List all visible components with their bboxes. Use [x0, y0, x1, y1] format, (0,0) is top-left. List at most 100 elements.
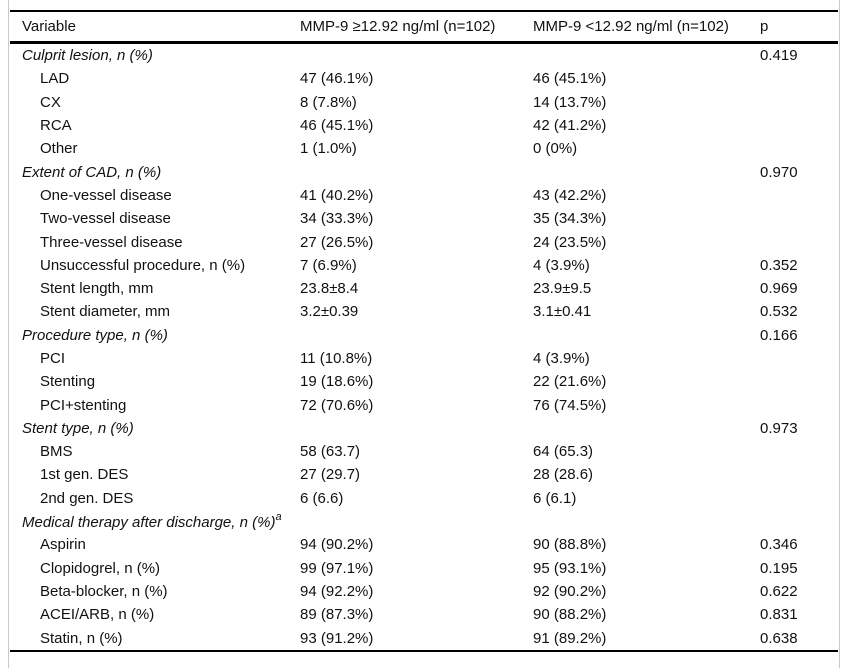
p-value-cell: 0.532	[760, 304, 798, 320]
variable-cell: Statin, n (%)	[9, 631, 300, 646]
table-row: One-vessel disease 41 (40.2%) 43 (42.2%)	[9, 184, 839, 207]
table-row: Clopidogrel, n (%) 99 (97.1%) 95 (93.1%) 0.…	[9, 557, 839, 580]
table-row: RCA 46 (45.1%) 42 (41.2%)	[9, 114, 839, 137]
p-value-cell: 0.352	[760, 257, 798, 273]
mmp9-high-cell: 19 (18.6%)	[300, 374, 374, 390]
mmp9-low-cell: 28 (28.6)	[533, 467, 594, 483]
variable-cell: Clopidogrel, n (%)	[9, 561, 300, 576]
variable-label: Statin, n (%)	[40, 630, 123, 646]
mmp9-high-cell: 41 (40.2%)	[300, 187, 374, 203]
table-row: ACEI/ARB, n (%) 89 (87.3%) 90 (88.2%) 0.831	[9, 603, 839, 626]
table-row: Procedure type, n (%) 0.166	[9, 324, 839, 347]
mmp9-low-cell: 42 (41.2%)	[533, 118, 607, 134]
table-row: BMS 58 (63.7) 64 (65.3)	[9, 440, 839, 463]
variable-cell: Other	[9, 141, 300, 156]
table-bottom-rule	[10, 649, 838, 652]
variable-cell: 2nd gen. DES	[9, 491, 300, 506]
table-header-row: Variable MMP-9 ≥12.92 ng/ml (n=102) MMP-…	[9, 12, 839, 41]
table-row: CX 8 (7.8%) 14 (13.7%)	[9, 91, 839, 114]
table-row: Stenting 19 (18.6%) 22 (21.6%)	[9, 370, 839, 393]
variable-label: Aspirin	[40, 537, 86, 553]
variable-cell: Stent type, n (%)	[9, 421, 300, 436]
mmp9-low-cell: 23.9±9.5	[533, 281, 592, 297]
p-value-cell: 0.622	[760, 583, 798, 599]
mmp9-low-cell: 6 (6.1)	[533, 490, 577, 506]
mmp9-low-cell: 92 (90.2%)	[533, 583, 607, 599]
variable-label: Extent of CAD, n (%)	[22, 164, 162, 180]
variable-label: Beta-blocker, n (%)	[40, 583, 168, 599]
variable-cell: Beta-blocker, n (%)	[9, 584, 300, 599]
mmp9-high-cell: 23.8±8.4	[300, 281, 359, 297]
variable-cell: RCA	[9, 118, 300, 133]
mmp9-low-cell: 35 (34.3%)	[533, 211, 607, 227]
variable-cell: Stenting	[9, 374, 300, 389]
column-header-mmp9-low: MMP-9 <12.92 ng/ml (n=102)	[533, 19, 729, 34]
p-value-cell: 0.419	[760, 48, 798, 64]
variable-label: Two-vessel disease	[40, 211, 171, 227]
variable-label: Stent type, n (%)	[22, 420, 134, 436]
table-row: LAD 47 (46.1%) 46 (45.1%)	[9, 67, 839, 90]
p-value-cell: 0.969	[760, 281, 798, 297]
variable-label: PCI+stenting	[40, 397, 127, 413]
variable-cell: Aspirin	[9, 537, 300, 552]
table-row: Two-vessel disease 34 (33.3%) 35 (34.3%)	[9, 207, 839, 230]
table-row: Three-vessel disease 27 (26.5%) 24 (23.5%)	[9, 230, 839, 253]
mmp9-low-cell: 0 (0%)	[533, 141, 578, 157]
variable-label: PCI	[40, 351, 66, 366]
variable-label: 1st gen. DES	[40, 467, 129, 483]
table-row: Statin, n (%) 93 (91.2%) 91 (89.2%) 0.638	[9, 626, 839, 649]
table-row: Other 1 (1.0%) 0 (0%)	[9, 137, 839, 160]
mmp9-high-cell: 99 (97.1%)	[300, 560, 374, 576]
table-row: Unsuccessful procedure, n (%) 7 (6.9%) 4 (…	[9, 254, 839, 277]
mmp9-high-cell: 7 (6.9%)	[300, 257, 357, 273]
mmp9-high-cell: 89 (87.3%)	[300, 607, 374, 623]
variable-label: Unsuccessful procedure, n (%)	[40, 257, 246, 273]
mmp9-low-cell: 4 (3.9%)	[533, 351, 590, 366]
mmp9-high-cell: 27 (26.5%)	[300, 234, 374, 250]
variable-cell: CX	[9, 95, 300, 110]
variable-cell: PCI+stenting	[9, 398, 300, 413]
p-value-cell: 0.166	[760, 327, 798, 343]
mmp9-high-cell: 8 (7.8%)	[300, 94, 357, 110]
mmp9-high-cell: 72 (70.6%)	[300, 397, 374, 413]
variable-cell: Three-vessel disease	[9, 235, 300, 250]
variable-cell: Stent length, mm	[9, 281, 300, 296]
variable-cell: PCI	[9, 351, 300, 366]
table-top-rule	[10, 10, 838, 12]
p-value-cell: 0.638	[760, 630, 798, 646]
mmp9-low-cell: 43 (42.2%)	[533, 187, 607, 203]
table-row: Stent diameter, mm 3.2±0.39 3.1±0.41 0.532	[9, 300, 839, 323]
table-row: PCI+stenting 72 (70.6%) 76 (74.5%)	[9, 393, 839, 416]
variable-cell: Stent diameter, mm	[9, 304, 300, 319]
variable-cell: BMS	[9, 444, 300, 459]
table-row: Medical therapy after discharge, n (%)a	[9, 510, 839, 533]
table-row: 1st gen. DES 27 (29.7) 28 (28.6)	[9, 463, 839, 486]
mmp9-high-cell: 6 (6.6)	[300, 490, 344, 506]
variable-cell: LAD	[9, 71, 300, 86]
mmp9-low-cell: 24 (23.5%)	[533, 234, 607, 250]
variable-label: BMS	[40, 444, 73, 460]
table-body: Culprit lesion, n (%) 0.419 LAD 47 (46.1%) 4…	[9, 44, 839, 650]
p-value-cell: 0.831	[760, 607, 798, 623]
p-value-cell: 0.970	[760, 164, 798, 180]
variable-cell: Unsuccessful procedure, n (%)	[9, 258, 300, 273]
mmp9-high-cell: 11 (10.8%)	[300, 351, 373, 366]
table-row: Aspirin 94 (90.2%) 90 (88.8%) 0.346	[9, 533, 839, 556]
mmp9-high-cell: 46 (45.1%)	[300, 118, 374, 134]
column-header-p-value: p	[760, 19, 769, 34]
variable-cell: Two-vessel disease	[9, 211, 300, 226]
table-row: Stent type, n (%) 0.973	[9, 417, 839, 440]
table-row: Extent of CAD, n (%) 0.970	[9, 160, 839, 183]
footnote-marker: a	[275, 513, 282, 524]
mmp9-low-cell: 46 (45.1%)	[533, 71, 607, 87]
variable-cell: Extent of CAD, n (%)	[9, 165, 300, 180]
mmp9-low-cell: 3.1±0.41	[533, 304, 592, 320]
mmp9-low-cell: 14 (13.7%)	[533, 94, 607, 110]
table-row: Beta-blocker, n (%) 94 (92.2%) 92 (90.2%) 0…	[9, 580, 839, 603]
variable-label: Procedure type, n (%)	[22, 327, 168, 343]
mmp9-high-cell: 47 (46.1%)	[300, 71, 374, 87]
variable-label: Stent diameter, mm	[40, 304, 171, 320]
variable-label: Three-vessel disease	[40, 234, 183, 250]
mmp9-high-cell: 94 (90.2%)	[300, 537, 374, 553]
variable-cell: Culprit lesion, n (%)	[9, 48, 300, 63]
